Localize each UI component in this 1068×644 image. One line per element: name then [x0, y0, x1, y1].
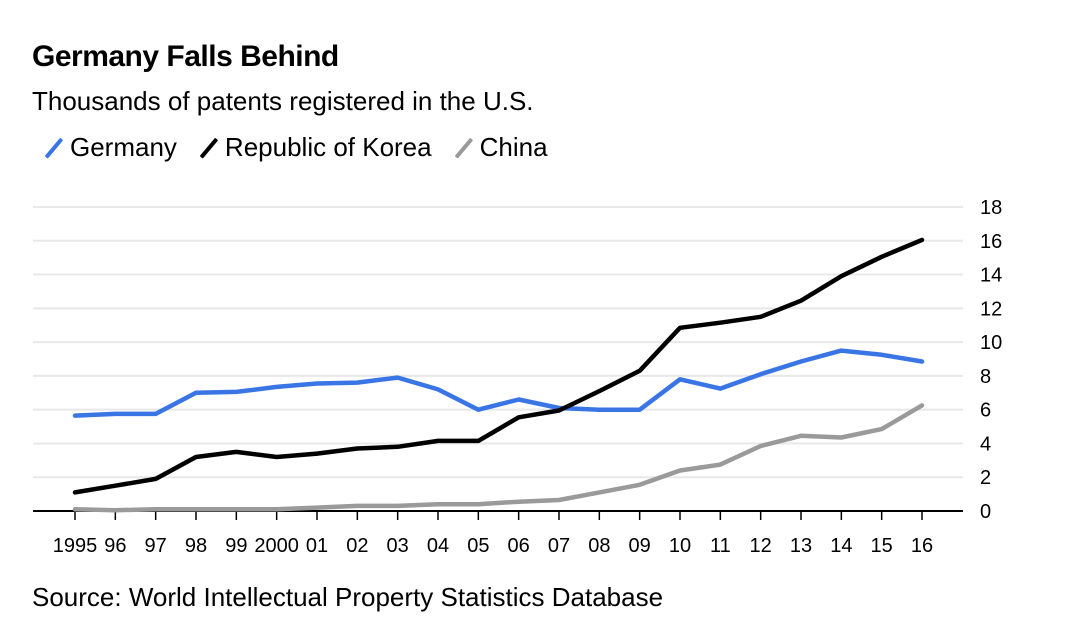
legend-label-china: China	[479, 132, 548, 162]
x-tick-label: 02	[346, 535, 368, 557]
y-tick-label: 4	[980, 433, 991, 455]
x-tick-label: 98	[185, 535, 207, 557]
x-tick-label: 05	[467, 535, 489, 557]
x-tick-label: 06	[508, 535, 530, 557]
x-tick-label: 12	[750, 535, 772, 557]
x-tick-label: 99	[225, 535, 247, 557]
source-note: Source: World Intellectual Property Stat…	[32, 582, 664, 612]
x-tick-label: 09	[629, 535, 651, 557]
legend: Germany Republic of Korea China	[44, 132, 570, 163]
x-tick-label: 97	[145, 535, 167, 557]
legend-item-germany: Germany	[44, 132, 177, 163]
chart-title: Germany Falls Behind	[32, 40, 339, 73]
x-axis: 1995 96 97 98 99 2000 01 02 03 04 05 06 07 08 09 10 11 12…	[33, 510, 963, 557]
y-tick-label: 16	[980, 231, 1002, 253]
x-tick-label: 1995	[53, 535, 98, 557]
x-tick-label: 15	[871, 535, 893, 557]
legend-item-china: China	[454, 132, 548, 163]
legend-label-korea: Republic of Korea	[224, 132, 432, 162]
chart-subtitle: Thousands of patents registered in the U…	[32, 86, 534, 116]
y-tick-label: 2	[980, 467, 991, 489]
x-tick-label: 14	[830, 535, 852, 557]
y-tick-label: 8	[980, 366, 991, 388]
x-tick-label: 03	[387, 535, 409, 557]
y-tick-label: 18	[980, 197, 1002, 219]
y-tick-label: 10	[980, 332, 1002, 354]
series-lines	[72, 237, 925, 513]
x-tick-label: 96	[104, 535, 126, 557]
legend-item-korea: Republic of Korea	[199, 132, 432, 163]
x-tick-label: 11	[710, 535, 731, 557]
x-tick-label: 13	[790, 535, 812, 557]
y-tick-label: 12	[980, 298, 1002, 320]
x-tick-label: 07	[548, 535, 570, 557]
x-tick-label: 04	[427, 535, 449, 557]
y-axis: 0 2 4 6 8 10 12 14 16 18	[980, 197, 1002, 523]
gridlines	[33, 206, 963, 479]
x-tick-label: 16	[911, 535, 933, 557]
legend-label-germany: Germany	[70, 132, 177, 162]
series-line-republic-of-korea	[72, 237, 925, 495]
y-tick-label: 6	[980, 400, 991, 422]
x-tick-label: 01	[306, 535, 328, 557]
x-tick-label: 2000	[254, 535, 299, 557]
y-tick-label: 14	[980, 265, 1002, 287]
x-tick-label: 10	[669, 535, 691, 557]
x-tick-label: 08	[588, 535, 610, 557]
y-tick-label: 0	[980, 501, 991, 523]
series-line-germany	[72, 348, 925, 418]
series-line-china	[72, 403, 925, 513]
